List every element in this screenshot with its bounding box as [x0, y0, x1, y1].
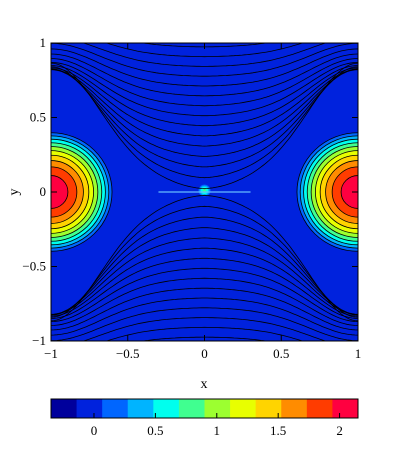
- x-tick-label: 1: [355, 346, 362, 361]
- field-line: [51, 216, 358, 316]
- field-line: [51, 65, 358, 127]
- x-tick-label: 0: [201, 346, 208, 361]
- heat-band: [202, 188, 207, 193]
- colorbar-swatch: [332, 399, 359, 418]
- y-tick-label: 0.5: [30, 110, 46, 125]
- field-line: [51, 58, 358, 107]
- colorbar-swatch: [230, 399, 257, 418]
- heat-band: [341, 175, 358, 209]
- x-axis: −1 −0.5 0 0.5 1: [44, 43, 361, 361]
- contour-line: [296, 132, 358, 252]
- contour-layer: [51, 132, 358, 252]
- colorbar-swatch: [76, 399, 103, 418]
- colorbar-tick-label: 0.5: [147, 423, 163, 438]
- field-line: [105, 326, 304, 341]
- field-line: [51, 247, 358, 317]
- colorbar-tick-label: 1.5: [270, 423, 286, 438]
- contour-line: [51, 135, 110, 249]
- contour-line: [310, 146, 358, 238]
- colorbar-ticks: 0 0.5 1 1.5 2: [91, 413, 343, 438]
- field-line: [51, 297, 358, 336]
- colorbar-swatch: [281, 399, 308, 418]
- field-line: [51, 277, 358, 326]
- field-line: [51, 61, 358, 117]
- contour-line: [319, 154, 358, 230]
- field-line: [51, 68, 358, 147]
- field-line: [105, 43, 304, 58]
- field-line: [51, 205, 358, 318]
- x-tick-label: 0.5: [273, 346, 289, 361]
- field-lines: [51, 43, 358, 341]
- contour-line: [51, 160, 84, 224]
- contour-line: [51, 132, 113, 252]
- contour-line: [51, 150, 94, 234]
- y-tick-label: 0: [40, 184, 47, 199]
- y-tick-label: 1: [40, 35, 47, 50]
- field-line: [51, 48, 358, 87]
- field-line: [51, 194, 358, 322]
- contour-line: [306, 142, 358, 242]
- contour-line: [51, 166, 78, 218]
- field-line: [51, 237, 358, 316]
- field-line: [51, 287, 358, 331]
- field-line: [51, 43, 358, 77]
- field-line: [51, 66, 358, 179]
- colorbar: 0 0.5 1 1.5 2: [50, 398, 359, 438]
- field-line: [82, 317, 327, 341]
- field-line: [51, 69, 358, 157]
- colorbar-swatch: [204, 399, 231, 418]
- colorbar-swatch: [51, 399, 78, 418]
- colorbar-swatches: [51, 399, 359, 418]
- colorbar-frame: [50, 398, 359, 419]
- heat-band: [51, 175, 68, 209]
- field-line: [51, 267, 358, 323]
- x-tick-label: −0.5: [116, 346, 140, 361]
- field-line: [51, 68, 358, 168]
- y-axis-label: y: [7, 189, 22, 196]
- colorbar-swatch: [127, 399, 154, 418]
- y-tick-label: −0.5: [22, 259, 46, 274]
- colorbar-swatch: [306, 399, 333, 418]
- contour-line: [331, 166, 358, 218]
- contour-line: [340, 175, 358, 209]
- field-line: [51, 67, 358, 137]
- colorbar-tick-label: 2: [336, 423, 343, 438]
- field-line: [82, 43, 327, 67]
- y-axis: 1 0.5 0 −0.5 −1: [22, 35, 358, 348]
- field-line: [51, 257, 358, 319]
- contour-line: [51, 154, 90, 230]
- field-line: [51, 307, 358, 341]
- colorbar-tick-label: 1: [214, 423, 221, 438]
- colorbar-swatch: [153, 399, 180, 418]
- colorbar-swatch: [255, 399, 282, 418]
- field-line: [51, 53, 358, 97]
- x-axis-label: x: [201, 377, 208, 392]
- contour-line: [51, 146, 99, 238]
- contour-line: [51, 142, 103, 242]
- field-line: [51, 62, 358, 190]
- colorbar-swatch: [102, 399, 129, 418]
- plot-area: [50, 42, 359, 342]
- field-line: [51, 227, 358, 315]
- y-tick-label: −1: [32, 333, 46, 348]
- colorbar-tick-label: 0: [91, 423, 98, 438]
- colorbar-swatch: [178, 399, 205, 418]
- x-tick-label: −1: [44, 346, 58, 361]
- contour-line: [51, 138, 106, 246]
